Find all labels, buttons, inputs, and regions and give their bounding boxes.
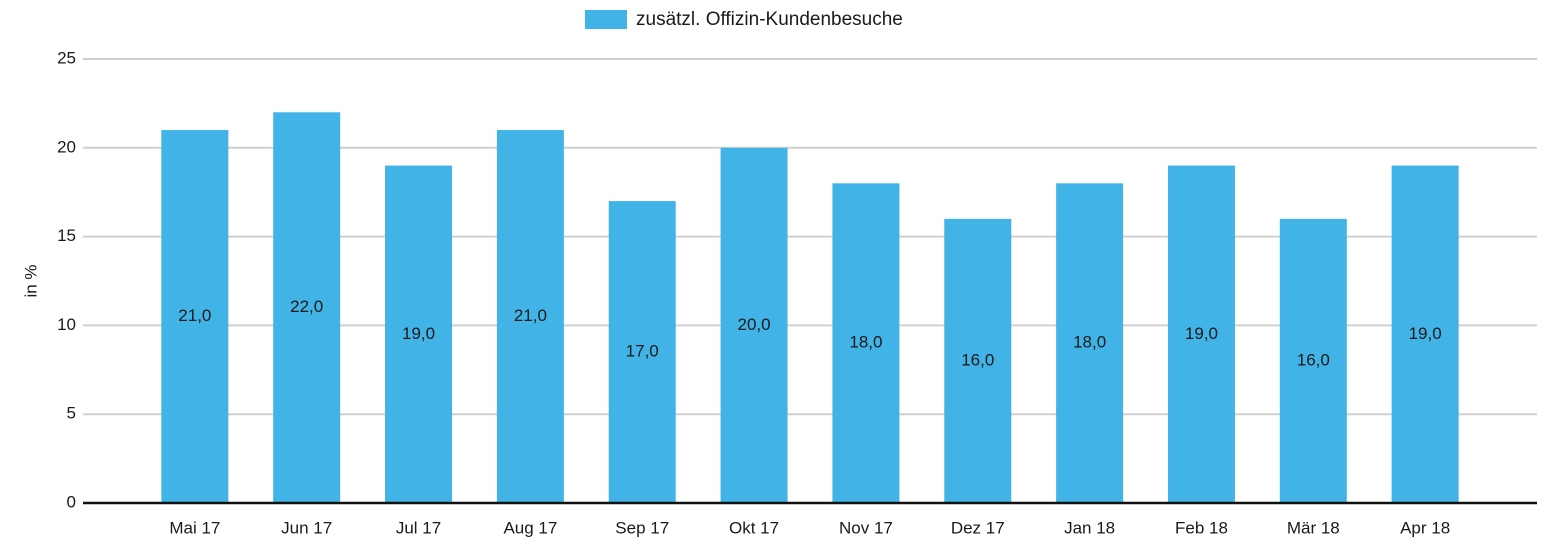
y-tick-label: 20 (57, 137, 76, 156)
legend-swatch (585, 10, 627, 29)
bar (273, 112, 341, 503)
x-tick-label: Jun 17 (281, 518, 332, 537)
y-tick-label: 15 (57, 226, 76, 245)
y-tick-label: 5 (67, 404, 76, 423)
bar (385, 165, 453, 503)
value-label: 19,0 (1409, 324, 1442, 343)
bar (161, 130, 229, 504)
bar (1391, 165, 1459, 503)
value-label: 21,0 (514, 306, 547, 325)
x-tick-label: Sep 17 (615, 518, 669, 537)
value-label: 21,0 (178, 306, 211, 325)
value-label: 19,0 (402, 324, 435, 343)
x-tick-label: Mai 17 (169, 518, 220, 537)
bar (720, 147, 788, 504)
x-tick-label: Okt 17 (729, 518, 779, 537)
value-label: 22,0 (290, 297, 323, 316)
value-label: 20,0 (738, 315, 771, 334)
x-tick-label: Dez 17 (951, 518, 1005, 537)
y-tick-label: 25 (57, 48, 76, 67)
bar (496, 130, 564, 504)
x-tick-label: Nov 17 (839, 518, 893, 537)
legend-label: zusätzl. Offizin-Kundenbesuche (636, 9, 903, 30)
bar (1056, 183, 1124, 503)
bar (1167, 165, 1235, 503)
x-tick-label: Apr 18 (1400, 518, 1450, 537)
x-tick-label: Mär 18 (1287, 518, 1340, 537)
y-axis-label: in % (21, 264, 40, 297)
bar (832, 183, 900, 503)
value-label: 16,0 (1297, 350, 1330, 369)
value-label: 19,0 (1185, 324, 1218, 343)
value-label: 16,0 (961, 350, 994, 369)
value-label: 17,0 (626, 342, 659, 361)
x-tick-label: Jan 18 (1064, 518, 1115, 537)
x-tick-label: Feb 18 (1175, 518, 1228, 537)
x-tick-label: Jul 17 (396, 518, 441, 537)
bar (1279, 218, 1347, 503)
value-label: 18,0 (849, 333, 882, 352)
x-tick-label: Aug 17 (503, 518, 557, 537)
value-label: 18,0 (1073, 333, 1106, 352)
bar (944, 218, 1012, 503)
bar (608, 201, 676, 503)
y-tick-label: 10 (57, 315, 76, 334)
y-tick-label: 0 (67, 492, 76, 511)
